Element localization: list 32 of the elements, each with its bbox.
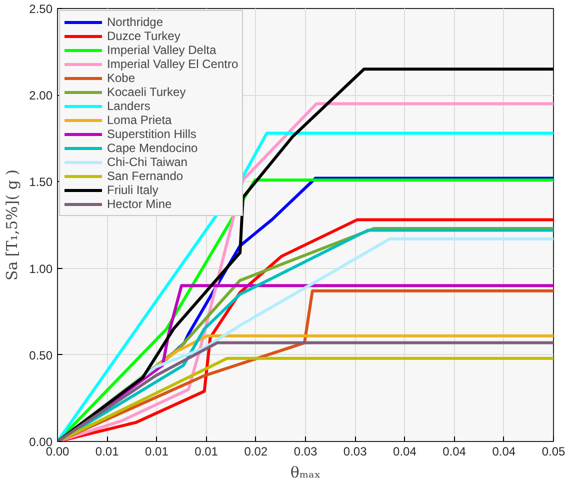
legend-label: Friuli Italy: [107, 183, 158, 197]
x-tick-label: 0.01: [145, 444, 169, 458]
y-tick-label: 1.00: [29, 262, 53, 276]
x-tick-label: 0.04: [492, 444, 516, 458]
x-axis-title: θₘₐₓ: [290, 464, 321, 482]
legend-label: Imperial Valley El Centro: [107, 57, 238, 71]
x-tick-label: 0.00: [46, 444, 70, 458]
legend-label: Landers: [107, 99, 150, 113]
y-tick-label: 1.50: [29, 175, 53, 190]
legend-label: Superstition Hills: [107, 127, 196, 141]
legend-label: Kobe: [107, 71, 136, 85]
legend-label: Chi-Chi Taiwan: [107, 155, 188, 169]
legend-label: Kocaeli Turkey: [107, 85, 186, 99]
x-tick-label: 0.02: [244, 444, 268, 458]
y-tick-label: 2.50: [29, 2, 53, 16]
legend-label: Cape Mendocino: [107, 141, 198, 155]
x-tick-label: 0.04: [442, 444, 466, 458]
legend-label: Northridge: [107, 15, 164, 29]
legend-label: Loma Prieta: [107, 113, 172, 127]
x-tick-label: 0.01: [194, 444, 218, 458]
y-axis-title: Sa [T₁,5%]( g ): [3, 169, 22, 281]
x-tick-label: 0.01: [95, 444, 120, 458]
y-tick-label: 0.50: [29, 348, 53, 362]
x-tick-label: 0.03: [343, 444, 368, 458]
x-tick-label: 0.05: [542, 444, 566, 458]
legend-label: Imperial Valley Delta: [107, 43, 216, 57]
legend-label: Duzce Turkey: [107, 29, 180, 43]
x-tick-label: 0.03: [294, 444, 318, 458]
legend-label: San Fernando: [107, 169, 184, 183]
y-tick-label: 2.00: [29, 88, 53, 103]
x-tick-label: 0.04: [393, 444, 417, 458]
legend-label: Hector Mine: [107, 197, 172, 211]
